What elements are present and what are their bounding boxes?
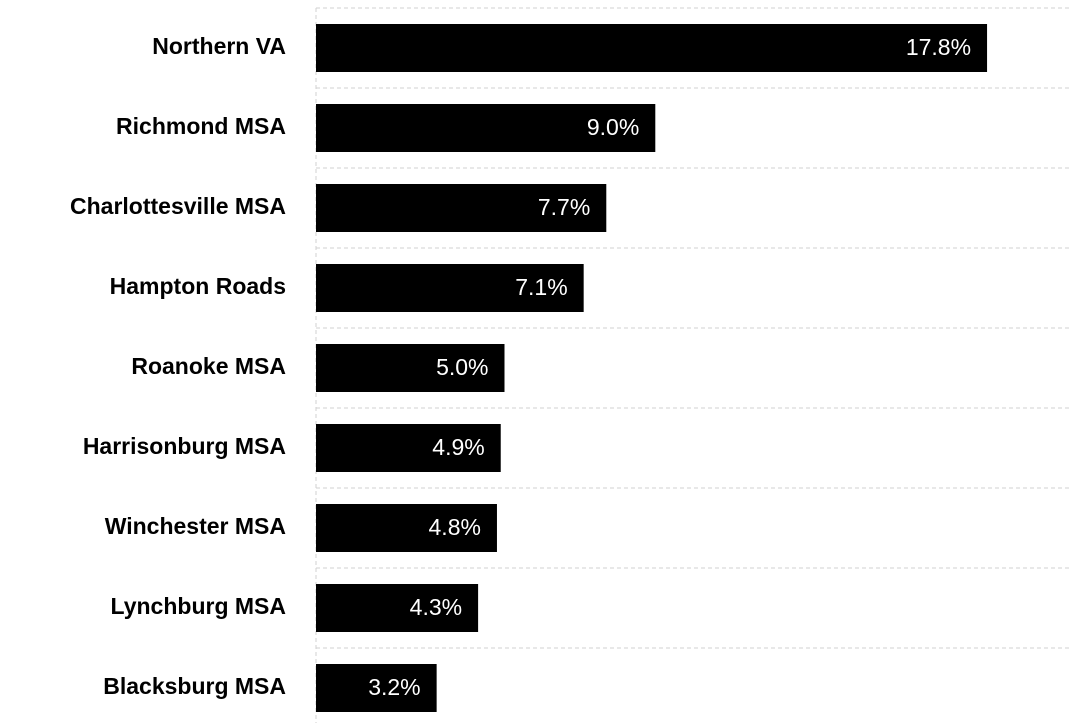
- bar: [316, 104, 656, 152]
- bar: [316, 344, 505, 392]
- value-label: 3.2%: [368, 674, 420, 700]
- category-label: Charlottesville MSA: [70, 193, 286, 219]
- category-label: Richmond MSA: [116, 113, 286, 139]
- value-label: 4.9%: [432, 434, 484, 460]
- category-label: Roanoke MSA: [131, 353, 286, 379]
- value-label: 4.8%: [429, 514, 481, 540]
- bar: [316, 584, 479, 632]
- bar: [316, 424, 501, 472]
- category-label: Northern VA: [152, 33, 286, 59]
- bar: [316, 24, 988, 72]
- category-label: Blacksburg MSA: [103, 673, 286, 699]
- value-label: 7.1%: [515, 274, 567, 300]
- category-label: Hampton Roads: [110, 273, 286, 299]
- category-label: Winchester MSA: [105, 513, 286, 539]
- bar: [316, 184, 607, 232]
- value-label: 7.7%: [538, 194, 590, 220]
- bar: [316, 664, 437, 712]
- bar: [316, 504, 497, 552]
- category-label: Harrisonburg MSA: [83, 433, 286, 459]
- value-label: 9.0%: [587, 114, 639, 140]
- value-label: 5.0%: [436, 354, 488, 380]
- category-label: Lynchburg MSA: [111, 593, 286, 619]
- bar: [316, 264, 584, 312]
- value-label: 17.8%: [906, 34, 971, 60]
- value-label: 4.3%: [410, 594, 462, 620]
